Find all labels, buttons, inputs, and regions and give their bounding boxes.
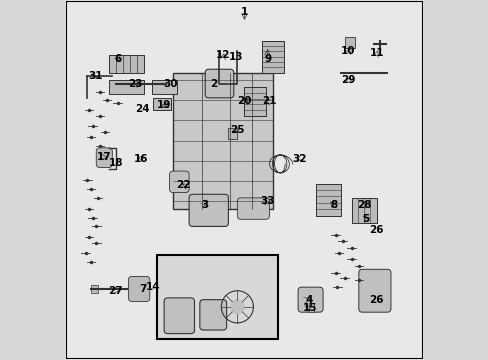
Bar [91, 285, 98, 293]
Text: 18: 18 [108, 158, 123, 168]
Text: 16: 16 [133, 154, 148, 163]
Bar [315, 184, 340, 216]
Bar [351, 198, 376, 223]
Text: 13: 13 [228, 52, 243, 62]
FancyBboxPatch shape [128, 276, 149, 301]
Text: 2: 2 [210, 78, 217, 89]
Text: 8: 8 [329, 200, 337, 210]
FancyBboxPatch shape [164, 298, 194, 334]
Text: 6: 6 [114, 54, 121, 64]
Bar [344, 37, 354, 48]
Text: 7: 7 [139, 284, 146, 294]
FancyBboxPatch shape [298, 287, 323, 312]
Text: 30: 30 [163, 78, 177, 89]
FancyBboxPatch shape [237, 198, 269, 219]
FancyBboxPatch shape [200, 300, 226, 330]
Text: 33: 33 [260, 197, 274, 206]
Text: 32: 32 [292, 154, 306, 163]
Bar [228, 128, 237, 139]
Circle shape [230, 300, 244, 314]
FancyBboxPatch shape [358, 269, 390, 312]
Text: 24: 24 [135, 104, 150, 114]
Text: 9: 9 [264, 54, 271, 64]
Text: 25: 25 [230, 125, 244, 135]
Text: 1: 1 [241, 7, 247, 17]
Text: 17: 17 [97, 152, 112, 162]
Text: 15: 15 [302, 302, 317, 312]
Text: 26: 26 [368, 295, 383, 305]
Text: 26: 26 [368, 225, 383, 235]
Text: 19: 19 [157, 100, 171, 110]
Text: 20: 20 [237, 96, 251, 107]
Bar [173, 73, 272, 208]
FancyBboxPatch shape [205, 69, 233, 98]
FancyBboxPatch shape [96, 148, 112, 167]
Text: 21: 21 [262, 96, 276, 107]
Text: 11: 11 [368, 48, 383, 58]
Bar [153, 98, 171, 111]
Bar [108, 80, 144, 94]
Bar [262, 41, 283, 73]
Bar [151, 80, 176, 94]
Bar [308, 303, 313, 312]
Bar [157, 255, 278, 339]
Text: 28: 28 [356, 200, 371, 210]
Text: 3: 3 [201, 200, 208, 210]
Bar [244, 87, 265, 116]
Text: 29: 29 [340, 75, 355, 85]
FancyBboxPatch shape [169, 171, 189, 193]
FancyBboxPatch shape [189, 194, 228, 226]
Text: 14: 14 [145, 282, 160, 292]
Text: 5: 5 [362, 214, 369, 224]
Text: 4: 4 [305, 295, 312, 305]
Text: 27: 27 [108, 286, 123, 296]
Text: 23: 23 [128, 78, 142, 89]
Text: 12: 12 [215, 50, 230, 60]
Bar [108, 55, 144, 73]
Text: 22: 22 [176, 180, 191, 190]
Text: 31: 31 [88, 71, 102, 81]
Text: 10: 10 [340, 46, 355, 57]
